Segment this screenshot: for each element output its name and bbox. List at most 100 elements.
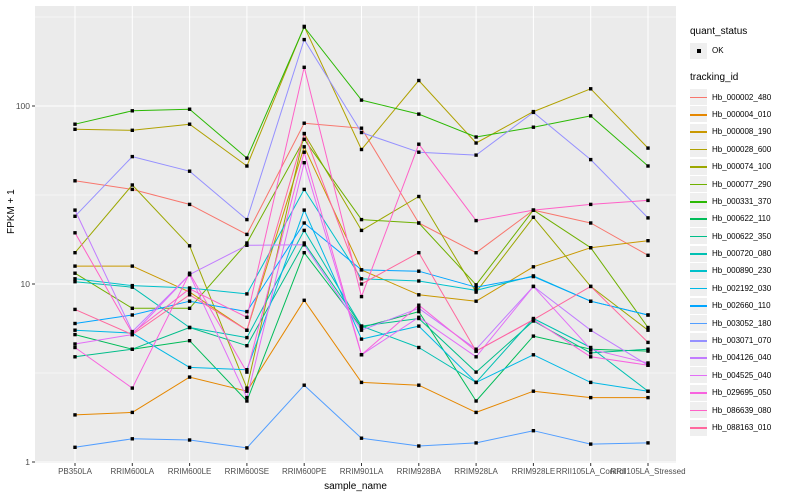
- data-point: [130, 283, 134, 288]
- series-color-swatch: [690, 148, 707, 151]
- data-point: [187, 169, 192, 173]
- data-point: [73, 321, 77, 326]
- data-point: [417, 221, 421, 225]
- x-tick-label: RRII105LA_Stressed: [610, 467, 685, 476]
- data-point: [245, 217, 249, 222]
- data-point: [187, 107, 192, 111]
- data-point: [187, 325, 192, 330]
- data-point: [130, 187, 134, 192]
- data-point: [130, 109, 134, 113]
- data-point: [187, 202, 192, 207]
- data-point: [359, 324, 364, 328]
- legend-item-label: Hb_088163_010: [712, 423, 772, 432]
- legend-item: Hb_003071_070: [690, 332, 798, 349]
- legend-item: Hb_003052_180: [690, 314, 798, 332]
- legend-title-tracking-id: tracking_id: [690, 72, 739, 84]
- data-point: [73, 307, 77, 312]
- legend-item: Hb_000077_290: [690, 175, 798, 193]
- data-point: [302, 251, 306, 255]
- data-point: [73, 328, 77, 332]
- data-point: [531, 274, 536, 279]
- x-axis-title: sample_name: [324, 481, 387, 492]
- x-tick-label: RRIM928BA: [397, 467, 442, 476]
- y-tick-label: 1: [25, 457, 30, 467]
- data-point: [359, 268, 364, 272]
- data-point: [531, 284, 536, 289]
- legend-item-label: Hb_000077_290: [712, 179, 772, 189]
- legend-item: Hb_004525_040: [690, 367, 798, 384]
- legend-key-box: [690, 367, 707, 384]
- x-tick-label: RRII105LA_Control: [556, 467, 626, 476]
- data-point: [245, 446, 249, 450]
- legend-item-label: Hb_002660_110: [712, 301, 771, 311]
- data-point: [474, 441, 478, 445]
- data-point: [302, 25, 306, 29]
- data-point: [359, 217, 364, 222]
- legend-key-box: [690, 349, 707, 366]
- legend-item-label: Hb_000622_350: [712, 231, 772, 241]
- series-color-swatch: [690, 374, 707, 377]
- legend-key-box: [690, 419, 707, 436]
- data-point: [359, 126, 364, 130]
- panel-background: [35, 6, 676, 463]
- y-tick-label: 100: [16, 101, 30, 111]
- data-point: [73, 332, 77, 337]
- data-point: [73, 251, 77, 255]
- data-point: [646, 325, 650, 330]
- data-point: [245, 315, 249, 319]
- data-point: [417, 306, 421, 310]
- data-point: [646, 239, 650, 243]
- data-point: [73, 277, 77, 281]
- data-point: [73, 122, 77, 126]
- data-point: [73, 214, 77, 218]
- data-point: [646, 198, 650, 203]
- legend-item-label: Hb_003052_180: [712, 318, 772, 328]
- legend-item-label: Hb_000720_080: [712, 249, 772, 259]
- data-point: [417, 324, 421, 328]
- legend-key-box: [690, 280, 707, 297]
- data-point: [359, 282, 364, 286]
- data-point: [474, 380, 478, 385]
- legend-item: Hb_002192_030: [690, 280, 798, 297]
- data-point: [245, 156, 249, 160]
- data-point: [359, 353, 364, 357]
- data-point: [474, 135, 478, 139]
- data-point: [646, 363, 650, 367]
- data-point: [589, 442, 593, 446]
- data-point: [359, 147, 364, 152]
- data-point: [646, 361, 650, 365]
- data-point: [646, 347, 650, 351]
- series-color-swatch: [690, 200, 707, 203]
- series-color-swatch: [690, 166, 707, 168]
- data-point: [417, 279, 421, 283]
- data-point: [187, 290, 192, 294]
- series-color-swatch: [690, 253, 707, 255]
- y-axis-title: FPKM + 1: [6, 189, 17, 234]
- data-point: [589, 395, 593, 400]
- data-point: [646, 253, 650, 257]
- data-point: [417, 303, 421, 307]
- data-point: [589, 284, 593, 289]
- data-point: [187, 306, 192, 310]
- data-point: [302, 208, 306, 212]
- data-point: [417, 78, 421, 83]
- data-point: [531, 334, 536, 338]
- series-color-swatch: [690, 218, 707, 220]
- data-point: [589, 355, 593, 359]
- legend-key-box: [690, 176, 707, 193]
- data-point: [417, 112, 421, 116]
- data-point: [73, 355, 77, 359]
- data-point: [474, 347, 478, 351]
- data-point: [589, 299, 593, 303]
- data-point: [245, 370, 249, 374]
- x-tick-label: RRIM600SE: [225, 467, 269, 476]
- data-point: [531, 265, 536, 269]
- legend-item-label: Hb_000074_100: [712, 162, 772, 172]
- data-point: [359, 98, 364, 102]
- series-color-swatch: [690, 357, 707, 360]
- data-point: [474, 141, 478, 145]
- legend-item-label: Hb_000008_190: [712, 127, 772, 137]
- legend-item: Hb_000028_600: [690, 141, 798, 158]
- data-point: [359, 228, 364, 233]
- legend-item: Hb_088163_010: [690, 419, 798, 436]
